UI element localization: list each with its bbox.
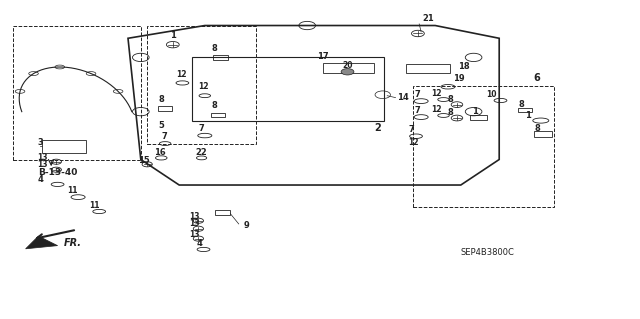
Circle shape xyxy=(341,69,354,75)
Text: 13: 13 xyxy=(189,211,199,220)
Ellipse shape xyxy=(113,89,123,93)
Text: 7: 7 xyxy=(408,125,414,134)
Text: 19: 19 xyxy=(453,74,465,83)
Bar xyxy=(534,131,552,137)
Text: 11: 11 xyxy=(67,186,77,195)
Ellipse shape xyxy=(55,65,65,69)
Text: 2: 2 xyxy=(374,122,381,133)
Text: 14: 14 xyxy=(397,93,408,102)
Text: 8: 8 xyxy=(534,124,540,133)
Text: 12: 12 xyxy=(431,105,441,114)
Text: FR.: FR. xyxy=(64,238,82,248)
Bar xyxy=(147,26,256,144)
Bar xyxy=(158,106,172,111)
Text: 1: 1 xyxy=(472,107,478,116)
Text: 21: 21 xyxy=(422,14,434,23)
Text: 18: 18 xyxy=(458,62,469,71)
Text: 12: 12 xyxy=(198,82,209,91)
Text: 8: 8 xyxy=(211,44,217,53)
Bar xyxy=(211,113,225,117)
Ellipse shape xyxy=(29,72,38,76)
Text: 10: 10 xyxy=(486,90,497,99)
Text: 7: 7 xyxy=(198,124,204,133)
Bar xyxy=(470,115,487,120)
Bar xyxy=(406,64,450,73)
Polygon shape xyxy=(26,236,58,249)
Text: 13: 13 xyxy=(37,160,47,169)
Text: 5: 5 xyxy=(158,121,164,130)
Text: 17: 17 xyxy=(317,52,328,61)
Ellipse shape xyxy=(86,72,96,76)
Text: 8: 8 xyxy=(448,95,454,104)
Bar xyxy=(518,108,532,112)
Text: 16: 16 xyxy=(154,148,165,157)
Text: 1: 1 xyxy=(170,31,175,40)
Text: 7: 7 xyxy=(415,90,420,99)
Text: 7: 7 xyxy=(161,132,167,141)
Bar xyxy=(413,86,554,207)
Text: 4: 4 xyxy=(37,175,43,184)
Ellipse shape xyxy=(15,89,25,93)
Text: 22: 22 xyxy=(195,148,207,157)
Bar xyxy=(13,26,141,160)
Text: 8: 8 xyxy=(518,100,524,108)
Text: 8: 8 xyxy=(448,108,454,117)
Text: 13: 13 xyxy=(189,230,199,239)
Bar xyxy=(323,63,374,73)
Text: 12: 12 xyxy=(176,70,186,78)
Text: SEP4B3800C: SEP4B3800C xyxy=(461,248,515,257)
Text: 9: 9 xyxy=(243,221,249,230)
Bar xyxy=(213,55,228,60)
Text: B-13-40: B-13-40 xyxy=(38,168,78,177)
Text: 8: 8 xyxy=(158,95,164,104)
Text: 3: 3 xyxy=(37,138,43,147)
Text: 1: 1 xyxy=(525,111,531,120)
Text: 15: 15 xyxy=(138,156,149,165)
Text: 4: 4 xyxy=(196,239,202,248)
Text: 7: 7 xyxy=(415,106,420,115)
Bar xyxy=(42,140,86,153)
Text: 12: 12 xyxy=(431,89,441,98)
Text: 8: 8 xyxy=(211,101,217,110)
Text: 13: 13 xyxy=(189,219,199,228)
Text: 11: 11 xyxy=(90,201,100,210)
Text: 20: 20 xyxy=(342,61,353,70)
Text: 12: 12 xyxy=(408,138,419,147)
Text: 13: 13 xyxy=(37,152,47,161)
Bar xyxy=(215,210,230,215)
Text: 6: 6 xyxy=(533,73,540,83)
